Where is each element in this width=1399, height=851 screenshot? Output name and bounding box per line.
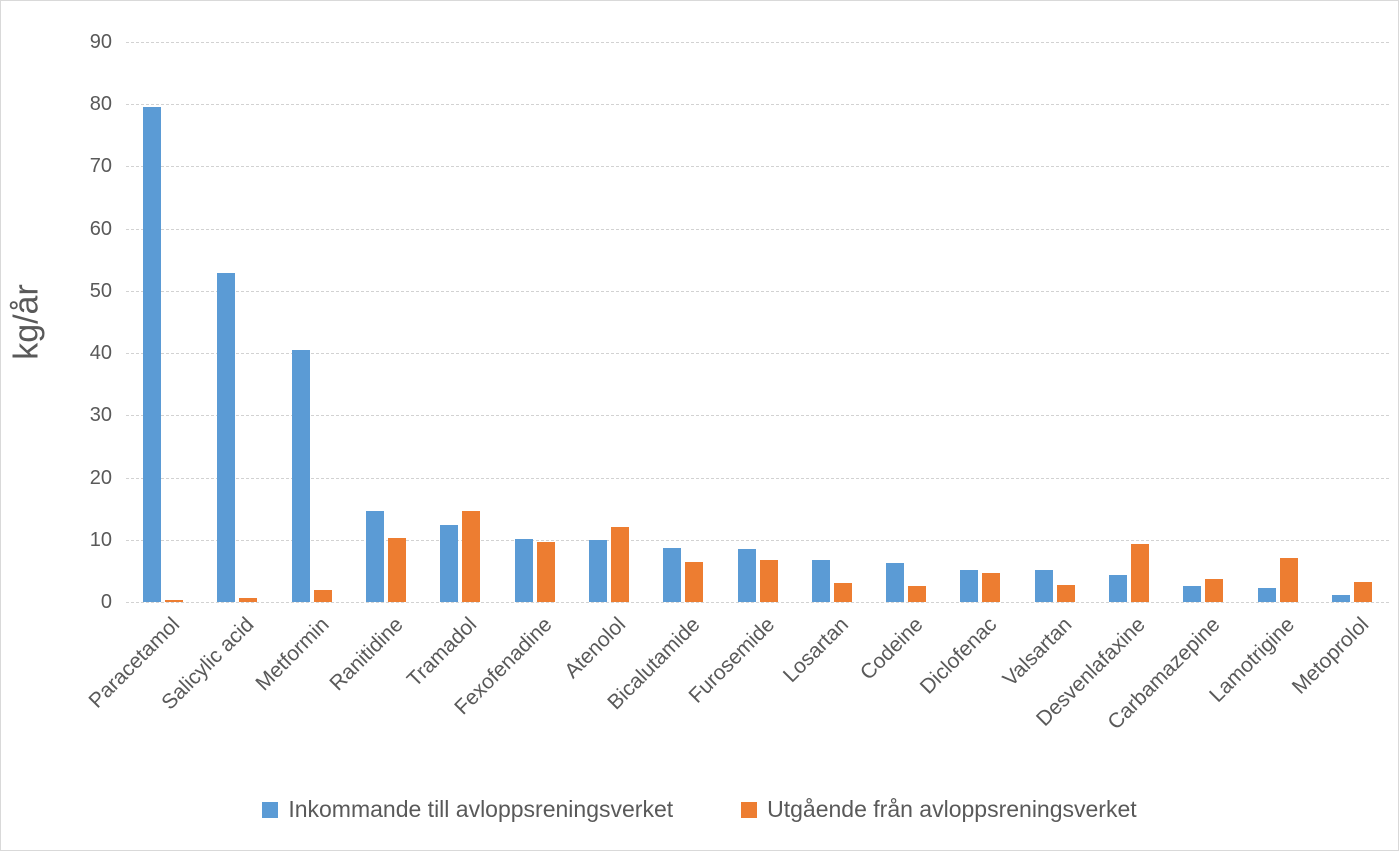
category-label: Diclofenac <box>915 613 1002 699</box>
ytick-label: 70 <box>89 155 112 177</box>
gridline <box>126 229 1389 230</box>
bar-outgoing <box>982 573 1000 602</box>
ytick-label: 0 <box>100 591 112 613</box>
bar-outgoing <box>611 527 629 602</box>
ytick-label: 90 <box>89 31 112 53</box>
bar-incoming <box>1183 586 1201 602</box>
category-label: Codeine <box>855 613 928 685</box>
bar-incoming <box>292 350 310 602</box>
ytick-label: 40 <box>89 342 112 364</box>
bar-incoming <box>663 548 681 602</box>
bar-incoming <box>1258 588 1276 602</box>
legend-label-incoming: Inkommande till avloppsreningsverket <box>288 796 674 822</box>
bar-outgoing <box>834 583 852 602</box>
category-label: Ranitidine <box>324 613 408 696</box>
bar-outgoing <box>1057 585 1075 602</box>
ytick-label: 20 <box>89 467 112 489</box>
bar-incoming <box>812 560 830 602</box>
bar-incoming <box>738 549 756 602</box>
gridline <box>126 478 1389 479</box>
category-label: Losartan <box>779 613 854 688</box>
ytick-label: 60 <box>89 218 112 240</box>
bar-outgoing <box>1131 544 1149 602</box>
bar-outgoing <box>1354 582 1372 602</box>
legend-label-outgoing: Utgående från avloppsreningsverket <box>767 796 1137 822</box>
bar-outgoing <box>388 538 406 602</box>
ytick-label: 80 <box>89 93 112 115</box>
bar-incoming <box>589 540 607 602</box>
bar-incoming <box>440 525 458 602</box>
bar-outgoing <box>760 560 778 602</box>
bar-incoming <box>1035 570 1053 602</box>
bar-outgoing <box>685 562 703 602</box>
bar-incoming <box>960 570 978 602</box>
bar-outgoing <box>1280 558 1298 602</box>
category-label: Tramadol <box>402 613 482 692</box>
bar-incoming <box>217 273 235 602</box>
gridline <box>126 291 1389 292</box>
bar-incoming <box>1109 575 1127 602</box>
gridline <box>126 104 1389 105</box>
bar-incoming <box>886 563 904 602</box>
gridline <box>126 540 1389 541</box>
bar-outgoing <box>908 586 926 602</box>
bar-outgoing <box>314 590 332 602</box>
bar-outgoing <box>462 511 480 602</box>
bar-incoming <box>143 107 161 602</box>
ytick-label: 50 <box>89 280 112 302</box>
bar-outgoing <box>165 600 183 602</box>
category-label: Atenolol <box>560 613 631 683</box>
bar-incoming <box>366 511 384 602</box>
gridline <box>126 166 1389 167</box>
legend-item-outgoing: Utgående från avloppsreningsverket <box>741 796 1137 823</box>
legend-swatch-incoming <box>262 801 279 818</box>
gridline <box>126 602 1389 603</box>
legend-item-incoming: Inkommande till avloppsreningsverket <box>262 796 673 823</box>
bar-incoming <box>515 539 533 602</box>
bar-outgoing <box>239 598 257 602</box>
category-label: Metoprolol <box>1287 613 1374 699</box>
category-label: Metformin <box>250 613 334 696</box>
bar-outgoing <box>1205 579 1223 602</box>
legend: Inkommande till avloppsreningsverket Utg… <box>1 796 1398 823</box>
gridline <box>126 353 1389 354</box>
gridline <box>126 42 1389 43</box>
gridline <box>126 415 1389 416</box>
ytick-label: 10 <box>89 529 112 551</box>
bar-outgoing <box>537 542 555 602</box>
ytick-label: 30 <box>89 404 112 426</box>
bar-incoming <box>1332 595 1350 602</box>
legend-swatch-outgoing <box>741 801 758 818</box>
